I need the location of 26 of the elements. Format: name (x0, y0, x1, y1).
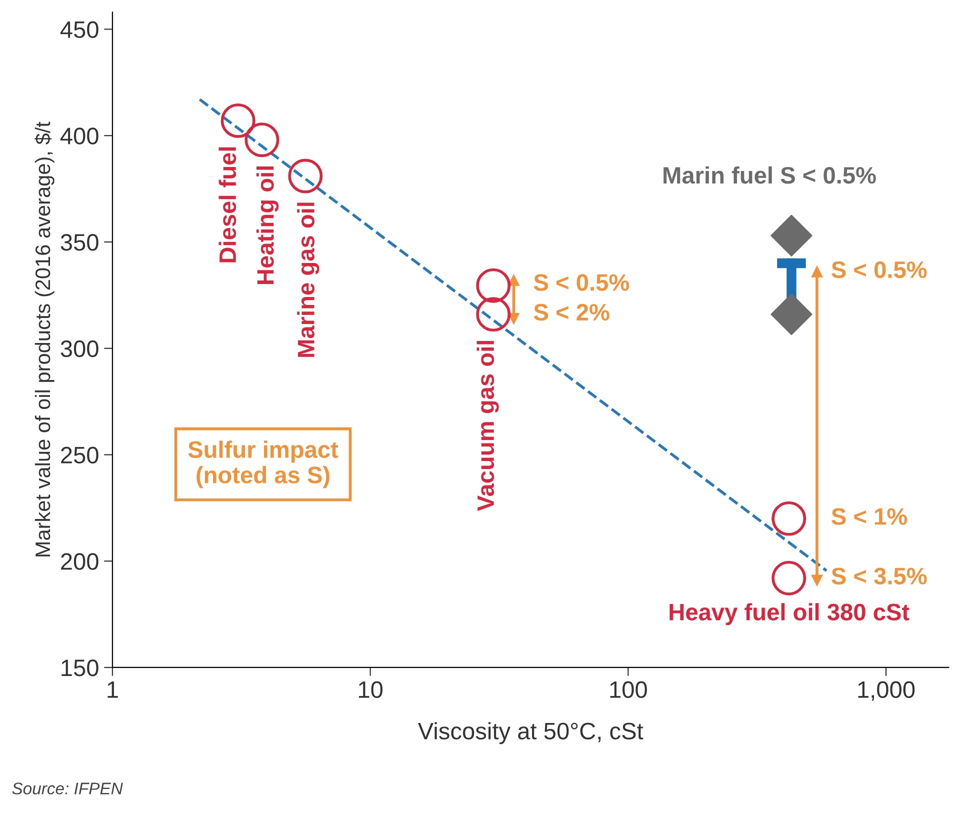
annotation: Diesel fuel (218, 147, 236, 262)
y-tick-label: 300 (60, 340, 98, 358)
y-tick-label: 450 (60, 21, 98, 38)
annotation: Marin fuel S < 0.5% (664, 166, 876, 184)
y-tick-label: 250 (61, 446, 98, 464)
x-tick-label: 10 (358, 681, 383, 698)
annotation: S < 0.5% (832, 261, 927, 278)
y-tick-label: 150 (62, 660, 98, 676)
annotation: Heavy fuel oil 380 cSt (670, 603, 910, 626)
annotation: S < 0.5% (534, 274, 630, 291)
x-tick-label: 1 (108, 682, 118, 698)
y-tick-label: 200 (61, 553, 98, 570)
x-axis-title: Viscosity at 50°C, cSt (418, 722, 644, 744)
annotation: S < 1% (832, 508, 908, 525)
y-tick-label: 350 (60, 234, 98, 251)
annotation: Vacuum gas oil (476, 340, 499, 512)
x-tick-label: 100 (610, 681, 647, 698)
y-axis-title: Market value of oil products (2016 average), $/t (34, 122, 54, 556)
annotation: Heating oil (256, 166, 279, 284)
annotation: Sulfur impact (noted as S) (188, 440, 338, 488)
y-tick-label: 400 (60, 128, 98, 144)
annotation: S < 2% (534, 304, 610, 321)
annotation: Marine gas oil (297, 202, 320, 357)
x-tick-label: 1,000 (858, 681, 915, 701)
source-note: Source: IFPEN (12, 782, 123, 794)
annotation: S < 3.5% (832, 568, 927, 584)
